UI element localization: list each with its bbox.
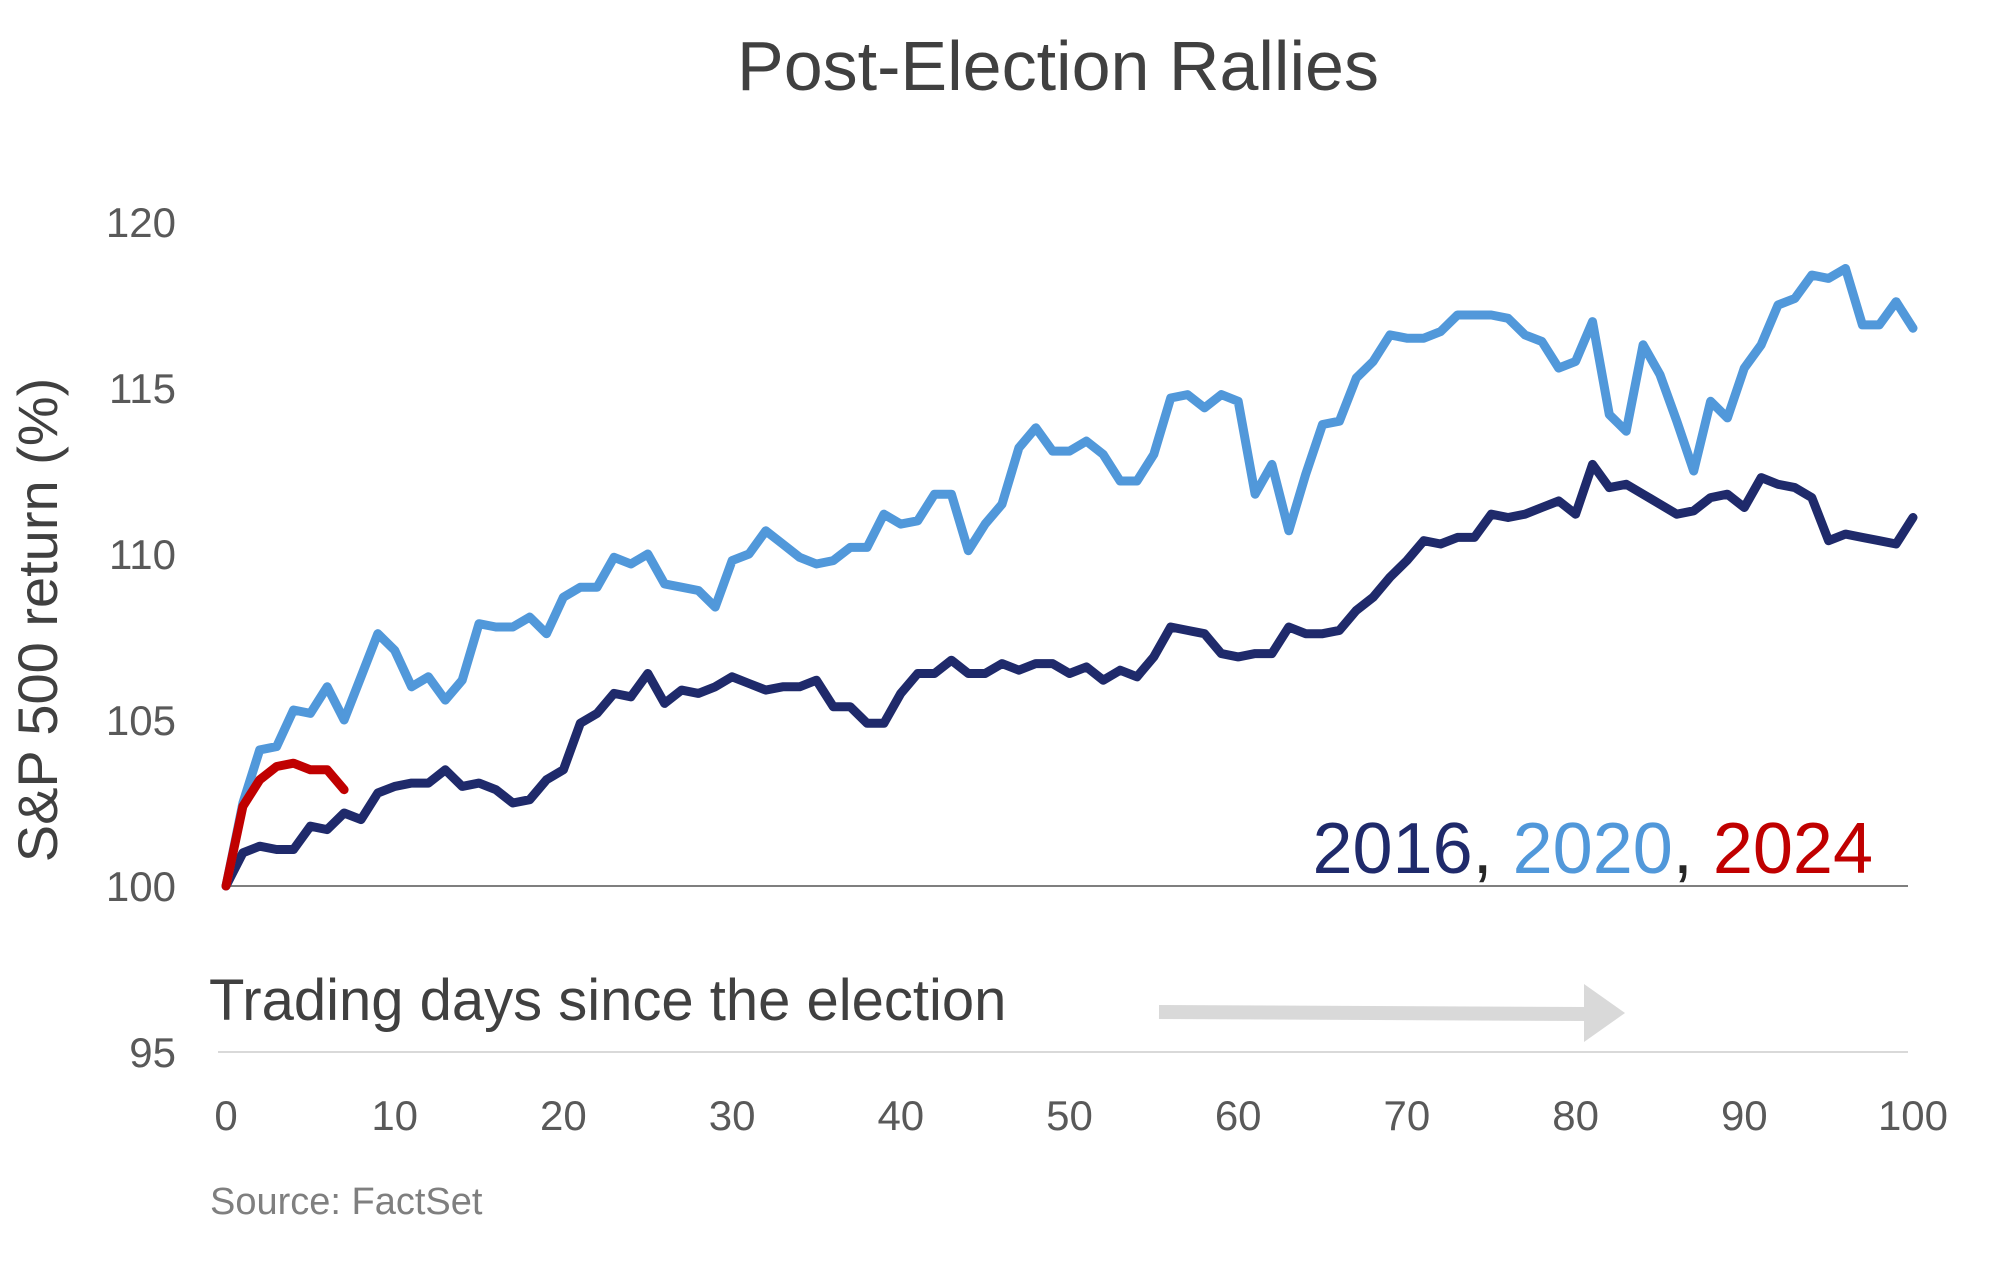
legend-entry-2020: 2020	[1513, 809, 1673, 889]
x-tick-label: 50	[1046, 1092, 1093, 1139]
x-tick-label: 60	[1215, 1092, 1262, 1139]
x-tick-label: 80	[1552, 1092, 1599, 1139]
x-axis-arrowhead-icon	[1584, 984, 1625, 1042]
legend-entry-2024: 2024	[1713, 809, 1873, 889]
x-tick-label: 10	[371, 1092, 418, 1139]
chart-title: Post-Election Rallies	[737, 27, 1379, 105]
y-tick-label: 115	[109, 365, 176, 412]
x-axis-annotation: Trading days since the election	[209, 968, 1625, 1042]
x-axis-label: Trading days since the election	[209, 968, 1006, 1033]
x-tick-label: 70	[1384, 1092, 1431, 1139]
legend-separator: ,	[1473, 809, 1513, 889]
source-note: Source: FactSet	[210, 1181, 483, 1223]
x-tick-label: 90	[1721, 1092, 1768, 1139]
series-line-2024	[221, 758, 349, 891]
legend-separator: ,	[1673, 809, 1713, 889]
y-axis-label: S&P 500 return (%)	[6, 378, 69, 863]
y-tick-label: 105	[106, 697, 176, 744]
x-tick-label: 20	[540, 1092, 587, 1139]
legend-entry-2016: 2016	[1312, 809, 1472, 889]
legend: 2016, 2020, 2024	[1312, 809, 1873, 889]
y-tick-label: 95	[129, 1029, 176, 1076]
x-tick-label: 40	[877, 1092, 924, 1139]
x-axis-arrow-shaft	[1158, 1005, 1589, 1021]
x-tick-label: 0	[214, 1092, 237, 1139]
series-line-2016	[221, 459, 1918, 891]
x-tick-label: 30	[709, 1092, 756, 1139]
gridlines	[218, 885, 1908, 1053]
x-tick-label: 100	[1878, 1092, 1948, 1139]
x-axis-ticks: 0 10 20 30 40 50 60 70 80 90 100	[214, 1092, 1948, 1139]
y-axis-ticks: 95 100 105 110 115 120	[106, 199, 176, 1076]
y-tick-label: 110	[109, 531, 176, 578]
y-tick-label: 120	[106, 199, 176, 246]
series-line-2020	[221, 264, 1918, 891]
y-tick-label: 100	[106, 863, 176, 910]
series-lines	[221, 264, 1918, 891]
